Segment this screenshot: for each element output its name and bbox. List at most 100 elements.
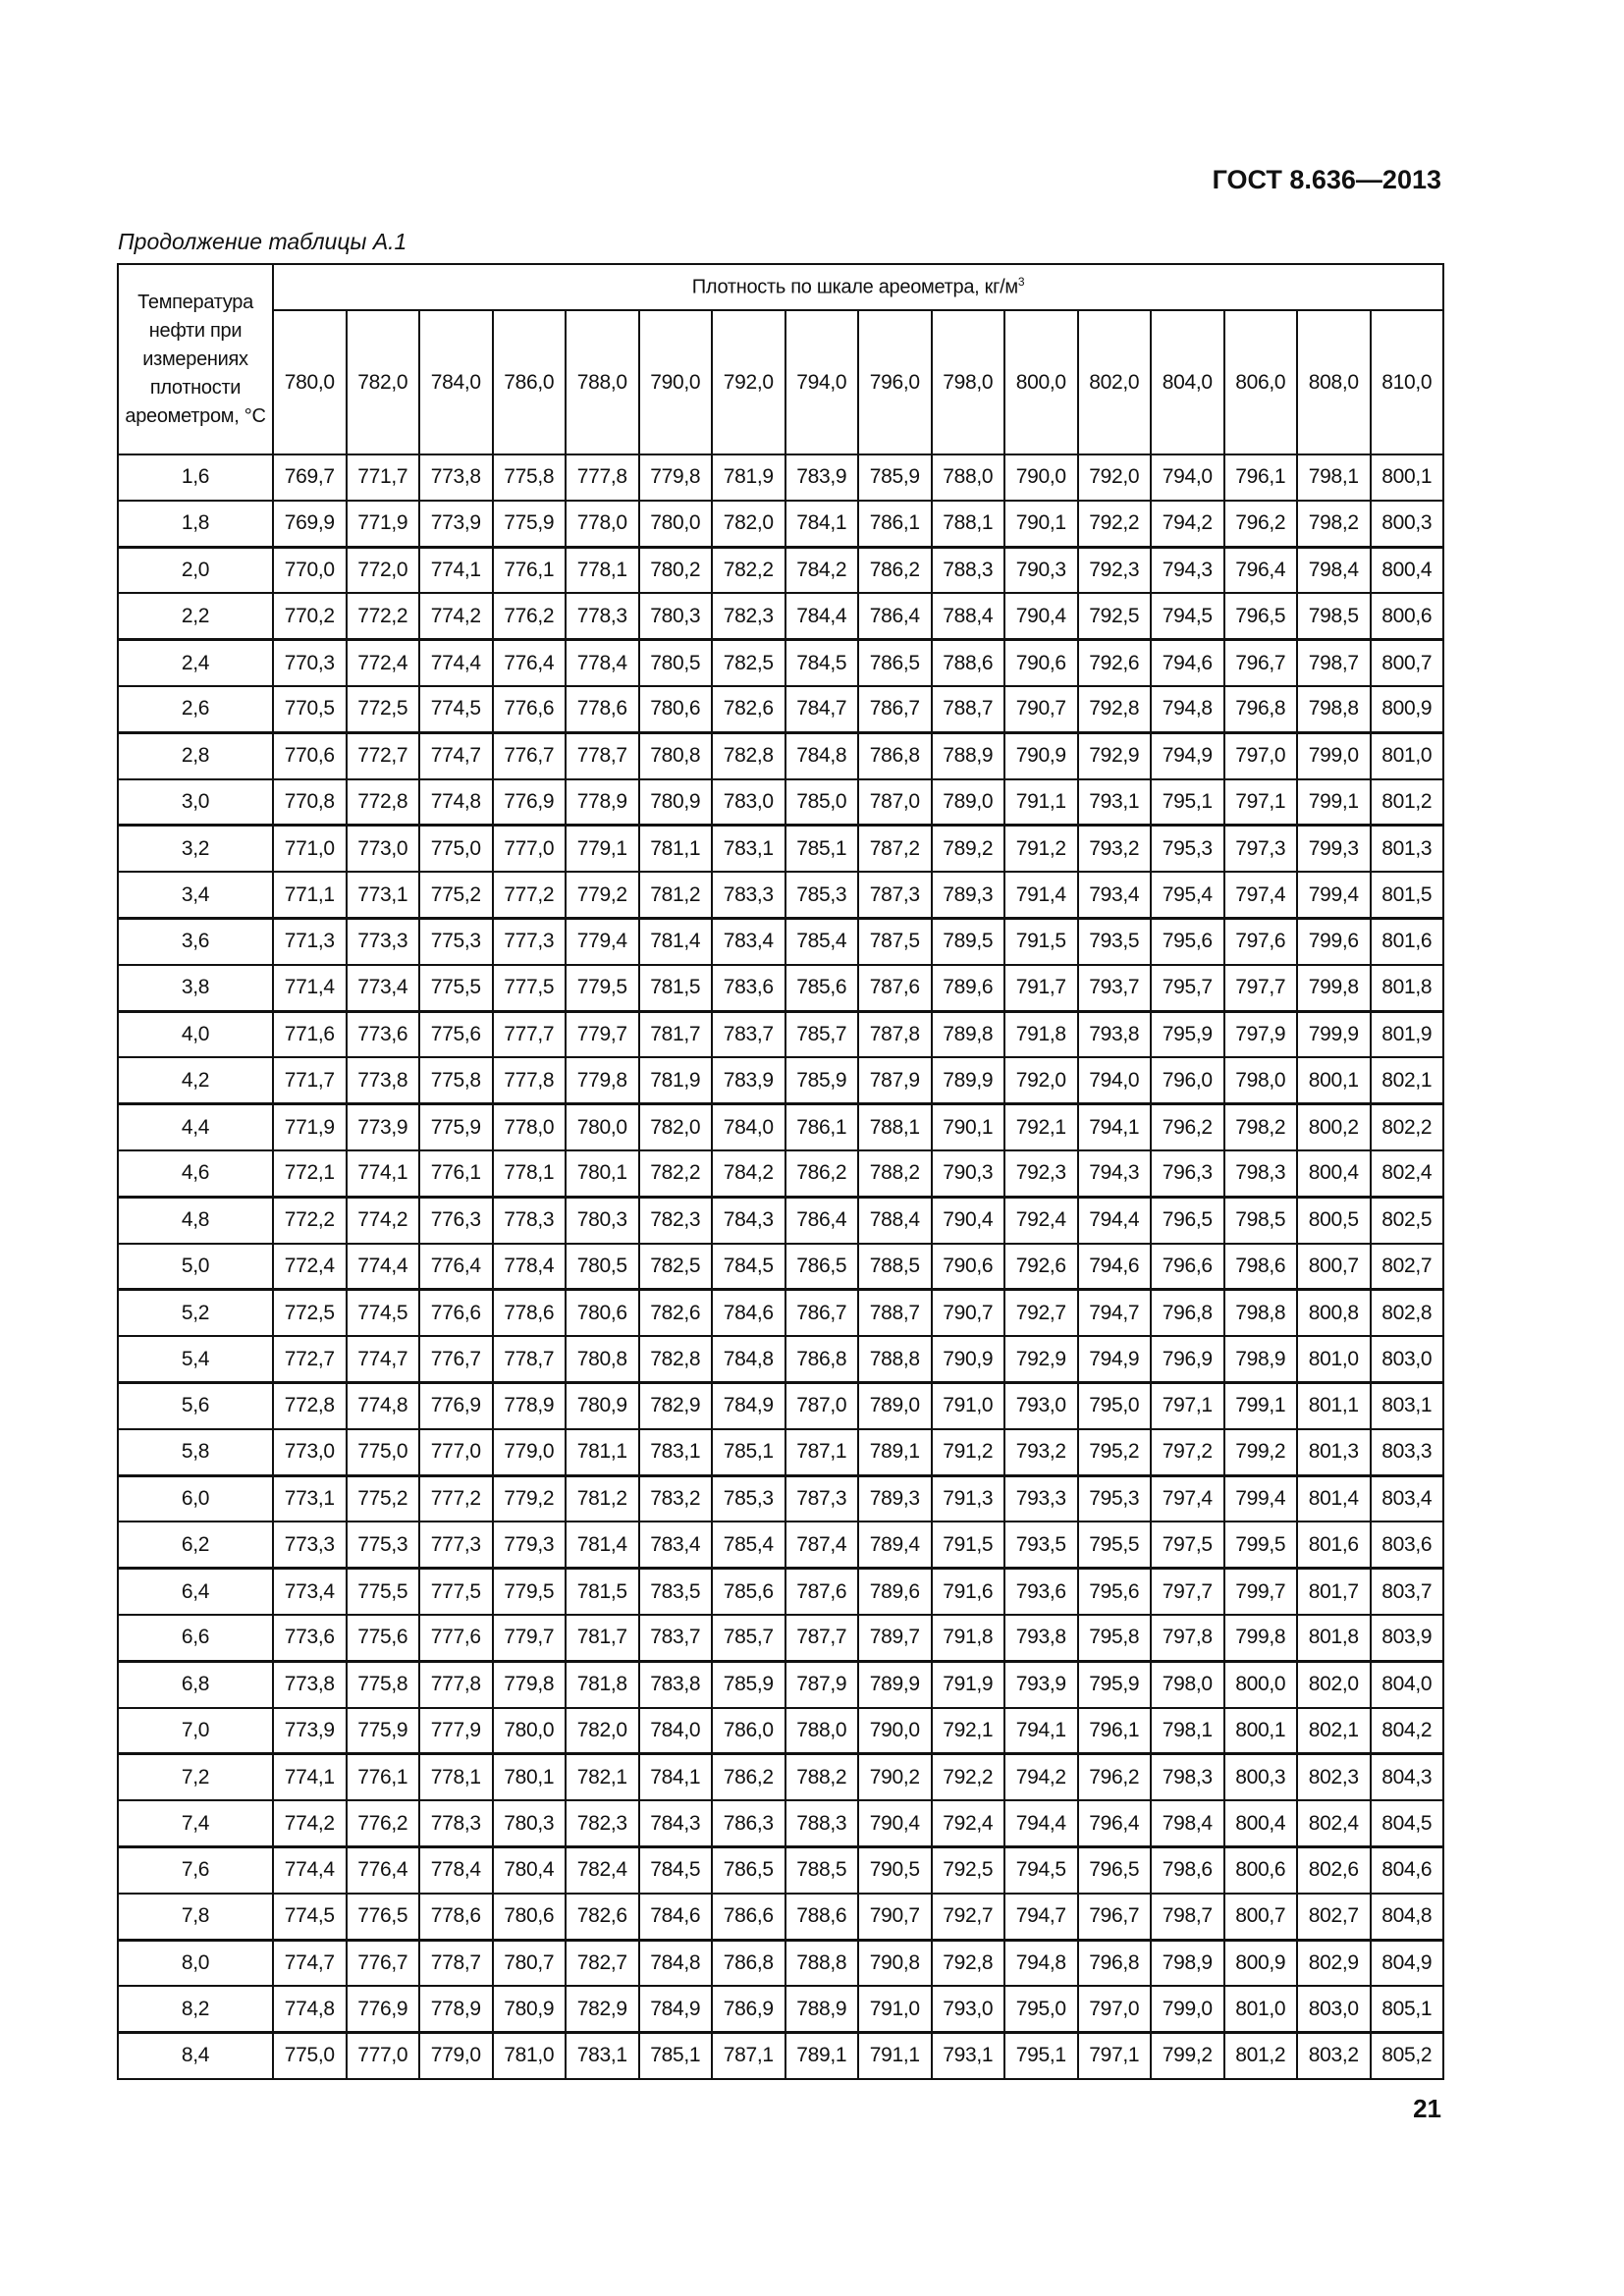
density-cell: 802,1 [1369,1056,1444,1105]
density-cell: 778,4 [565,638,640,687]
density-cell: 775,8 [345,1659,420,1709]
density-cell: 779,8 [565,1056,640,1105]
density-cell: 798,3 [1222,1148,1298,1199]
density-cell: 800,2 [1296,1102,1372,1151]
density-cell: 788,8 [857,1335,933,1384]
density-cell: 779,8 [637,454,713,502]
temperature-cell: 4,2 [117,1056,274,1105]
density-cell: 797,1 [1150,1380,1225,1430]
density-cell: 775,9 [418,1102,494,1151]
density-cell: 784,0 [637,1706,713,1755]
density-cell: 788,5 [784,1844,859,1895]
temperature-cell: 6,0 [117,1473,274,1523]
density-cell: 794,6 [1150,638,1225,687]
density-cell: 785,1 [711,1427,786,1477]
density-cell: 804,9 [1369,1938,1444,1988]
density-cell: 777,5 [491,963,567,1013]
density-cell: 777,3 [491,916,567,966]
density-cell: 776,7 [345,1938,420,1988]
table-row: 6,0 773,1 775,2 777,2 779,2 781,2 783,2 785,3 78… [117,1473,1444,1523]
density-cell: 798,5 [1222,1195,1298,1245]
density-cell: 786,2 [784,1148,859,1199]
density-cell: 803,3 [1369,1427,1444,1477]
density-cell: 777,5 [418,1567,494,1616]
density-cell: 775,6 [418,1009,494,1059]
density-cell: 785,9 [784,1056,859,1105]
density-cell: 799,2 [1222,1427,1298,1477]
density-cell: 791,2 [1003,824,1079,874]
temperature-cell: 1,8 [117,499,274,549]
density-cell: 805,2 [1369,2031,1444,2080]
density-cell: 783,1 [565,2031,640,2080]
density-cell: 798,2 [1296,499,1372,549]
density-cell: 785,3 [711,1473,786,1523]
density-cell: 786,9 [711,1985,786,2034]
temperature-cell: 7,8 [117,1892,274,1942]
density-cell: 772,4 [272,1242,348,1291]
density-cell: 769,7 [272,454,348,502]
temperature-cell: 5,6 [117,1380,274,1430]
density-cell: 800,8 [1296,1288,1372,1338]
density-cell: 795,1 [1003,2031,1079,2080]
density-cell: 782,5 [711,638,786,687]
density-cell: 803,0 [1369,1335,1444,1384]
table-row: 2,0 770,0 772,0 774,1 776,1 778,1 780,2 782,2 78… [117,545,1444,595]
density-cell: 772,8 [345,777,420,827]
table-row: 6,8 773,8 775,8 777,8 779,8 781,8 783,8 785,9 78… [117,1659,1444,1709]
density-cell: 797,2 [1150,1427,1225,1477]
density-cell: 779,5 [565,963,640,1013]
density-cell: 793,2 [1076,824,1152,874]
density-cell: 802,3 [1296,1752,1372,1802]
density-cell: 782,9 [637,1380,713,1430]
density-cell: 788,3 [930,545,1005,595]
density-cell: 796,5 [1076,1844,1152,1895]
temperature-cell: 6,4 [117,1567,274,1616]
density-cell: 785,1 [784,824,859,874]
density-cell: 781,4 [565,1521,640,1570]
density-cell: 775,5 [345,1567,420,1616]
density-cell: 772,2 [272,1195,348,1245]
row-header-temperature: Температура нефти при измерениях плотнос… [117,263,274,455]
density-cell: 780,5 [565,1242,640,1291]
density-cell: 798,4 [1296,545,1372,595]
density-cell: 793,8 [1076,1009,1152,1059]
density-cell: 789,4 [857,1521,933,1570]
table-row: 2,6 770,5 772,5 774,5 776,6 778,6 780,6 782,6 78… [117,684,1444,734]
density-cell: 800,4 [1369,545,1444,595]
density-cell: 776,3 [418,1195,494,1245]
temperature-cell: 8,4 [117,2031,274,2080]
density-cell: 796,5 [1222,592,1298,641]
density-cell: 788,1 [857,1102,933,1151]
density-cell: 778,9 [418,1985,494,2034]
density-cell: 802,6 [1296,1844,1372,1895]
density-table: Температура нефти при измерениях плотнос… [117,263,1444,2080]
table-row: 4,8 772,2 774,2 776,3 778,3 780,3 782,3 784,3 78… [117,1195,1444,1245]
density-cell: 795,0 [1003,1985,1079,2034]
density-cell: 795,2 [1076,1427,1152,1477]
column-header: 804,0 [1150,309,1225,455]
density-cell: 796,8 [1150,1288,1225,1338]
density-cell: 803,1 [1369,1380,1444,1430]
density-cell: 776,1 [418,1148,494,1199]
density-cell: 784,2 [711,1148,786,1199]
table-row: 3,2 771,0 773,0 775,0 777,0 779,1 781,1 783,1 78… [117,824,1444,874]
temperature-cell: 7,2 [117,1752,274,1802]
column-header: 788,0 [565,309,640,455]
density-cell: 782,3 [711,592,786,641]
density-cell: 796,8 [1222,684,1298,734]
density-cell: 781,5 [637,963,713,1013]
group-header-sup: 3 [1017,275,1025,290]
temperature-cell: 4,4 [117,1102,274,1151]
density-cell: 787,1 [711,2031,786,2080]
document-code: ГОСТ 8.636—2013 [1212,165,1441,194]
density-cell: 779,3 [491,1521,567,1570]
column-header: 794,0 [784,309,859,455]
density-cell: 796,1 [1222,454,1298,502]
density-cell: 790,1 [930,1102,1005,1151]
density-cell: 774,2 [272,1799,348,1848]
density-cell: 772,7 [272,1335,348,1384]
density-cell: 773,9 [418,499,494,549]
table-row: 3,0 770,8 772,8 774,8 776,9 778,9 780,9 783,0 78… [117,777,1444,827]
density-cell: 787,3 [857,871,933,920]
density-cell: 790,3 [930,1148,1005,1199]
